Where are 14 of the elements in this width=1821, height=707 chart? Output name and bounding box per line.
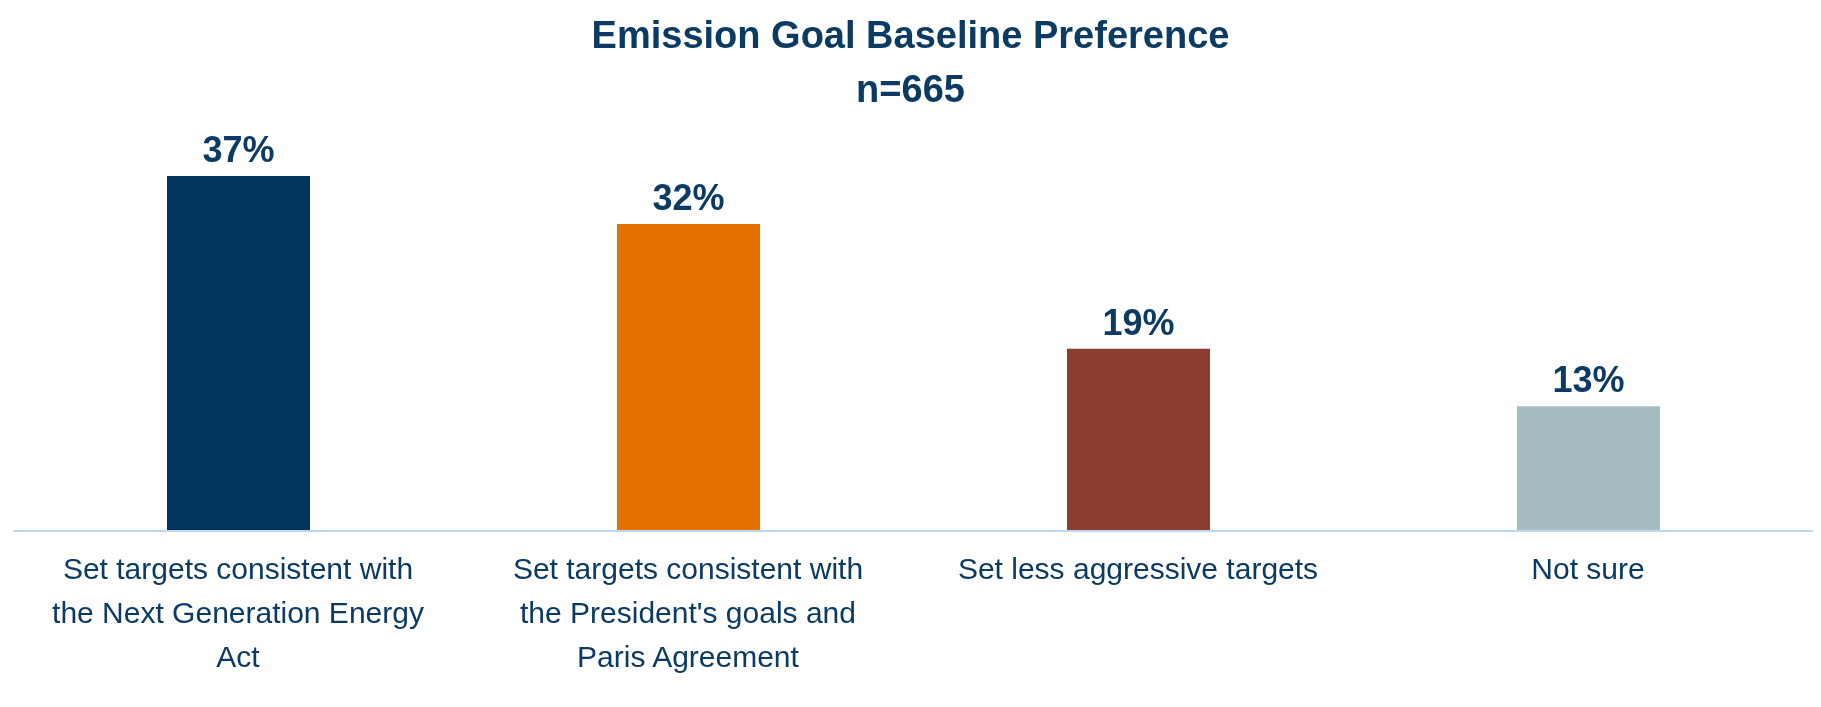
bar [617, 223, 760, 531]
data-label: 19% [1102, 301, 1175, 343]
bar [1517, 406, 1660, 531]
x-tick-label: Set targets consistent with the President's goals and Paris Agreement [512, 552, 864, 673]
data-label: 37% [202, 129, 275, 170]
data-label: 13% [1552, 359, 1625, 401]
data-label: 32% [652, 176, 725, 218]
bar [167, 176, 310, 531]
x-tick-label: Not sure [1531, 552, 1645, 585]
chart-title: Emission Goal Baseline Preference [590, 13, 1231, 58]
x-tick-label: Set targets consistent with the Next Generation Energy Act [52, 552, 424, 673]
chart-subtitle: n=665 [855, 67, 966, 112]
x-tick-label: Set less aggressive targets [957, 552, 1319, 585]
bar [1067, 348, 1210, 531]
